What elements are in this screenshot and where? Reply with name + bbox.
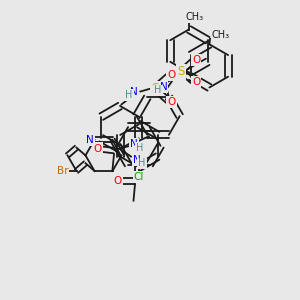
Text: N: N [86, 135, 94, 145]
Text: H: H [136, 142, 143, 153]
Text: N: N [130, 86, 137, 97]
Text: Cl: Cl [134, 172, 144, 182]
Text: CH₃: CH₃ [185, 12, 203, 22]
Text: O: O [167, 70, 176, 80]
Text: N: N [133, 154, 140, 165]
Text: N: N [130, 139, 138, 149]
Text: H: H [125, 90, 133, 100]
Text: S: S [151, 82, 158, 95]
Text: Br: Br [57, 166, 68, 176]
Text: O: O [93, 143, 102, 154]
Text: N: N [160, 82, 167, 92]
Text: O: O [192, 55, 200, 65]
Text: CH₃: CH₃ [212, 30, 230, 40]
Text: H: H [154, 85, 161, 95]
Text: H: H [138, 158, 146, 169]
Text: O: O [167, 97, 176, 107]
Text: S: S [177, 65, 184, 78]
Text: O: O [114, 176, 122, 186]
Text: O: O [192, 77, 200, 87]
